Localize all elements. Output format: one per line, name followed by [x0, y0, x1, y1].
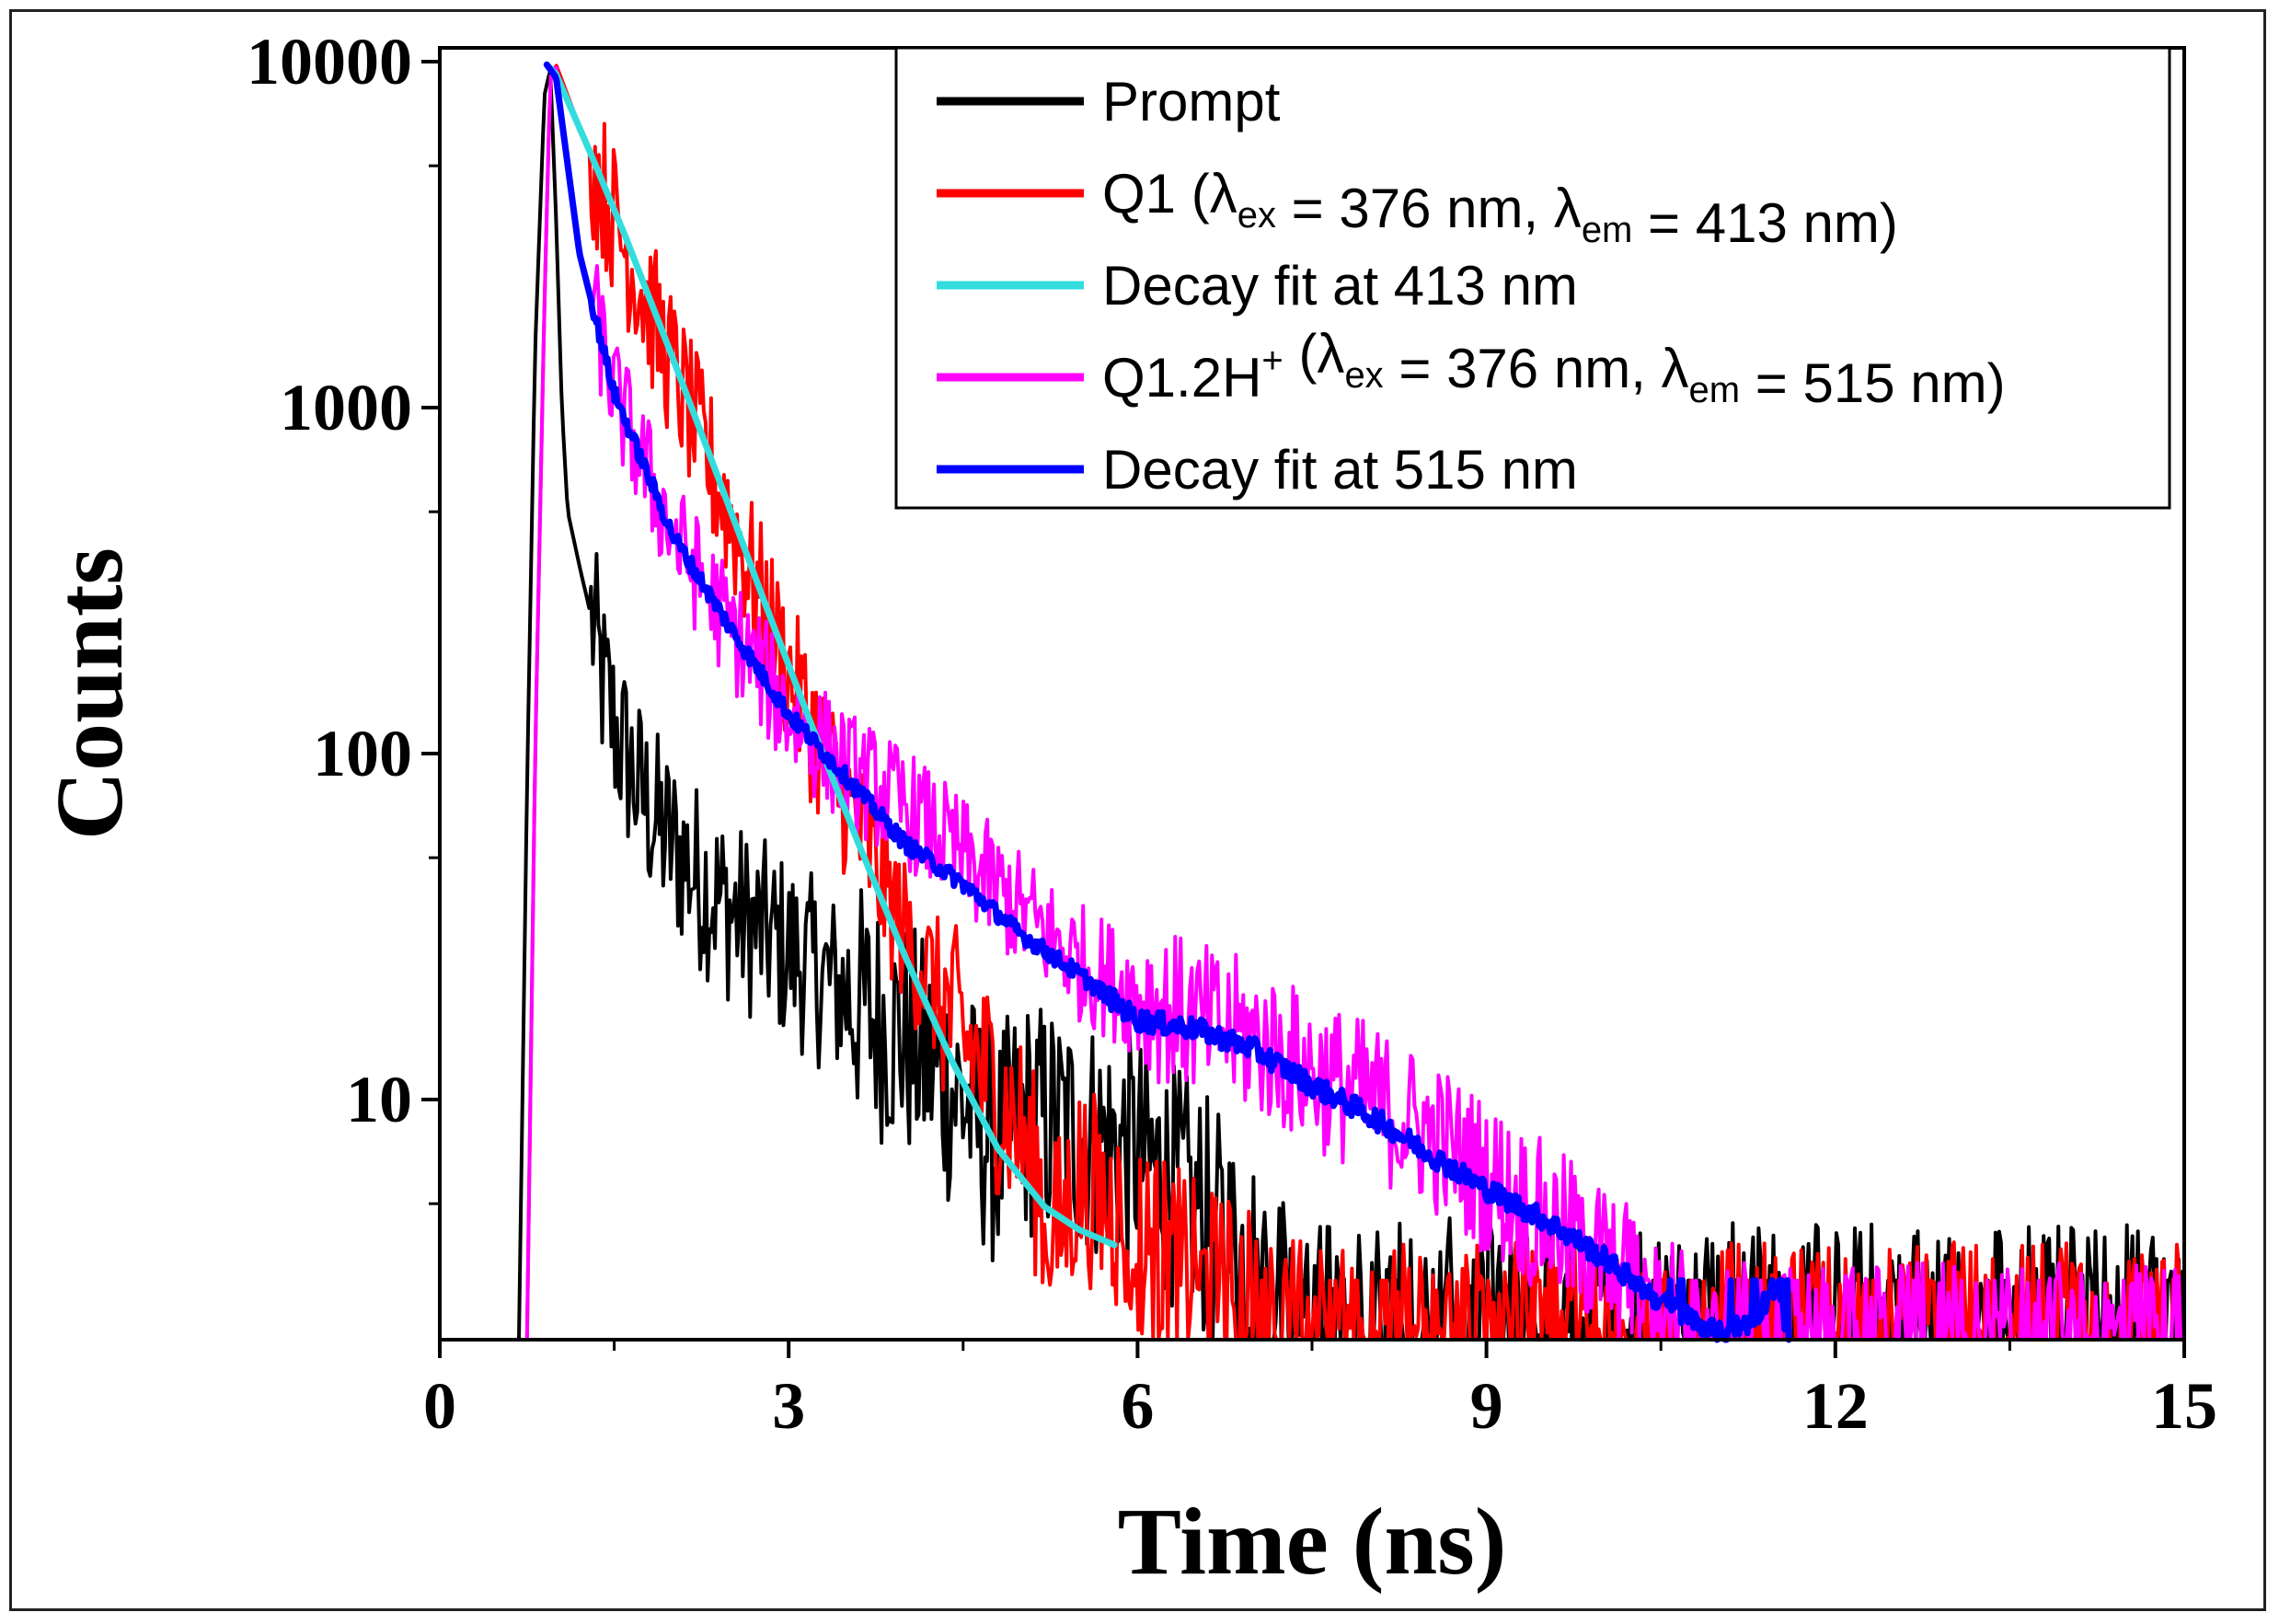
- y-tick-label: 10: [346, 1063, 412, 1136]
- legend-label: Prompt: [1102, 71, 1281, 132]
- x-tick-label: 3: [772, 1369, 805, 1443]
- ticks-layer: 0 3 6 9 12 15 10 100 1000 10000: [247, 25, 2217, 1443]
- y-tick-label: 100: [313, 717, 412, 790]
- x-tick-label: 15: [2151, 1369, 2217, 1443]
- legend-box: [894, 46, 2171, 510]
- y-axis-title: Counts: [37, 547, 143, 840]
- legend-label: Q1.2H+ (λex = 376 nm, λem = 515 nm): [1102, 323, 2006, 414]
- x-tick-label: 6: [1121, 1369, 1154, 1443]
- series-line-3: [543, 61, 1118, 1249]
- x-axis-title: Time (ns): [1118, 1489, 1507, 1595]
- legend-label: Decay fit at 413 nm: [1102, 255, 1578, 317]
- y-tick-label: 1000: [280, 371, 412, 444]
- series-line-4: [543, 61, 1792, 1343]
- x-tick-label: 12: [1802, 1369, 1869, 1443]
- x-tick-label: 9: [1470, 1369, 1503, 1443]
- legend-label: Decay fit at 515 nm: [1102, 439, 1578, 501]
- x-tick-label: 0: [423, 1369, 456, 1443]
- legend-label: Q1 (λex = 376 nm, λem = 413 nm): [1102, 163, 1898, 254]
- y-tick-label: 10000: [247, 25, 412, 98]
